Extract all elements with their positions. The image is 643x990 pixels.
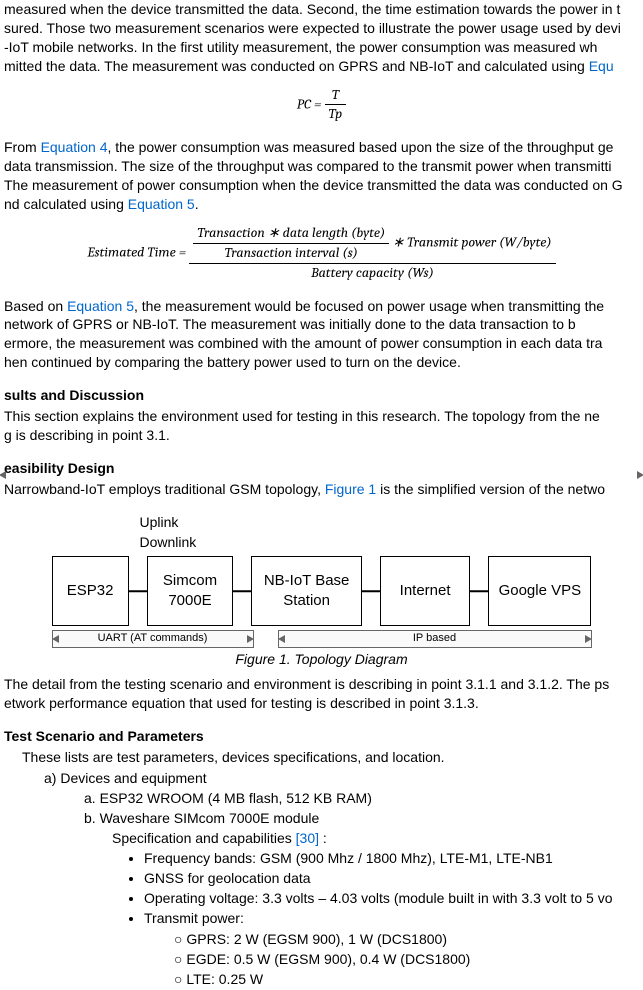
results-paragraph: This section explains the environment us… [4, 407, 639, 445]
paragraph-2: From Equation 4, the power consumption w… [4, 138, 639, 214]
equation-link[interactable]: Equation 4 [41, 139, 108, 155]
text: -IoT mobile networks. In the first utili… [4, 39, 597, 55]
spec-bullets: Frequency bands: GSM (900 Mhz / 1800 Mhz… [144, 849, 639, 928]
eq-lhs: Estimated Time = [87, 244, 186, 261]
eq-denominator: Tp [325, 104, 347, 124]
figure-link[interactable]: Figure 1 [325, 481, 376, 497]
heading-feasibility: easibility Design [4, 459, 639, 478]
after-figure-paragraph: The detail from the testing scenario and… [4, 675, 639, 713]
eq-fraction: T Tp [325, 86, 347, 125]
equation-pc: PC = T Tp [4, 86, 639, 125]
uart-arrow: UART (AT commands) [52, 630, 254, 648]
text: measured when the device transmitted the… [4, 1, 620, 17]
equation-link[interactable]: Equation 5 [67, 298, 134, 314]
text: This section explains the environment us… [4, 408, 600, 424]
list-devices: a) Devices and equipment [44, 769, 639, 788]
node-internet: Internet [380, 556, 470, 626]
downlink-arrow: Downlink [140, 533, 592, 552]
tx-power-list: GPRS: 2 W (EGSM 900), 1 W (DCS1800) EGDE… [174, 930, 639, 989]
connector [129, 556, 147, 626]
node-simcom: Simcom 7000E [147, 556, 234, 626]
bullet-freq: Frequency bands: GSM (900 Mhz / 1800 Mhz… [144, 849, 639, 868]
text: data transmission. The size of the throu… [4, 158, 611, 174]
text: sured. Those two measurement scenarios w… [4, 20, 621, 36]
bullet-voltage: Operating voltage: 3.3 volts – 4.03 volt… [144, 889, 639, 908]
figure-bottom-arrows: UART (AT commands) IP based [52, 630, 592, 648]
heading-results: sults and Discussion [4, 386, 639, 405]
equation-estimated-time: Estimated Time = Transaction ∗ data leng… [4, 224, 639, 283]
eq-mult: ∗ Transmit power (W/byte) [389, 234, 551, 251]
text: . [195, 196, 199, 212]
feasibility-paragraph: Narrowband-IoT employs traditional GSM t… [4, 480, 639, 499]
text: nd calculated using [4, 196, 128, 212]
text: network of GPRS or NB-IoT. The measureme… [4, 316, 576, 332]
test-intro: These lists are test parameters, devices… [22, 748, 639, 767]
uplink-arrow: Uplink [140, 513, 592, 532]
eq-outer-den: Battery capacity (Ws) [189, 263, 555, 283]
text: g is describing in point 3.1. [4, 427, 170, 443]
item-simcom: b. Waveshare SIMcom 7000E module [84, 809, 639, 828]
text: , the measurement would be focused on po… [134, 298, 604, 314]
node-esp32: ESP32 [52, 556, 129, 626]
tx-gprs: GPRS: 2 W (EGSM 900), 1 W (DCS1800) [174, 930, 639, 949]
connector [233, 556, 251, 626]
topology-figure: Uplink Downlink ESP32 Simcom 7000E NB-Io… [52, 513, 592, 670]
tx-edge: EGDE: 0.5 W (EGSM 900), 0.4 W (DCS1800) [174, 950, 639, 969]
text: The measurement of power consumption whe… [4, 177, 623, 193]
eq-inner-fraction: Transaction ∗ data length (byte) Transac… [193, 224, 389, 263]
ip-arrow: IP based [278, 630, 592, 648]
eq-inner-den: Transaction interval (s) [193, 243, 389, 263]
equation-link[interactable]: Equation 5 [128, 196, 195, 212]
text: etwork performance equation that used fo… [4, 695, 479, 711]
text: mitted the data. The measurement was con… [4, 58, 589, 74]
node-google-vps: Google VPS [488, 556, 591, 626]
connector [362, 556, 380, 626]
heading-test-scenario: Test Scenario and Parameters [4, 727, 639, 746]
eq-outer-num: Transaction ∗ data length (byte) Transac… [189, 224, 555, 263]
item-esp32: a. ESP32 WROOM (4 MB flash, 512 KB RAM) [84, 789, 639, 808]
text: The detail from the testing scenario and… [4, 676, 609, 692]
bullet-txpower: Transmit power: [144, 909, 639, 928]
connector [470, 556, 488, 626]
eq-inner-num: Transaction ∗ data length (byte) [193, 224, 389, 243]
eq-lhs: PC = [297, 95, 322, 112]
text: hen continued by comparing the battery p… [4, 354, 461, 370]
text: , the power consumption was measured bas… [108, 139, 614, 155]
text: Narrowband-IoT employs traditional GSM t… [4, 481, 325, 497]
tx-lte: LTE: 0.25 W [174, 970, 639, 989]
figure-nodes: ESP32 Simcom 7000E NB-IoT Base Station I… [52, 556, 592, 626]
text: From [4, 139, 41, 155]
item-spec: Specification and capabilities [30] : [112, 829, 639, 848]
text: : [319, 830, 327, 846]
eq-outer-fraction: Transaction ∗ data length (byte) Transac… [189, 224, 555, 283]
text: Based on [4, 298, 67, 314]
list-a: a) Devices and equipment [44, 769, 639, 788]
bullet-gnss: GNSS for geolocation data [144, 869, 639, 888]
text: Specification and capabilities [112, 830, 296, 846]
equation-link[interactable]: Equ [589, 58, 614, 74]
sublist: a. ESP32 WROOM (4 MB flash, 512 KB RAM) … [84, 789, 639, 848]
text: ermore, the measurement was combined wit… [4, 335, 602, 351]
figure-caption: Figure 1. Topology Diagram [52, 650, 592, 669]
reference-link[interactable]: [30] [296, 830, 319, 846]
node-base-station: NB-IoT Base Station [251, 556, 362, 626]
paragraph-1: measured when the device transmitted the… [4, 0, 639, 76]
text: is the simplified version of the netwo [376, 481, 605, 497]
eq-numerator: T [325, 86, 347, 105]
paragraph-3: Based on Equation 5, the measurement wou… [4, 297, 639, 373]
